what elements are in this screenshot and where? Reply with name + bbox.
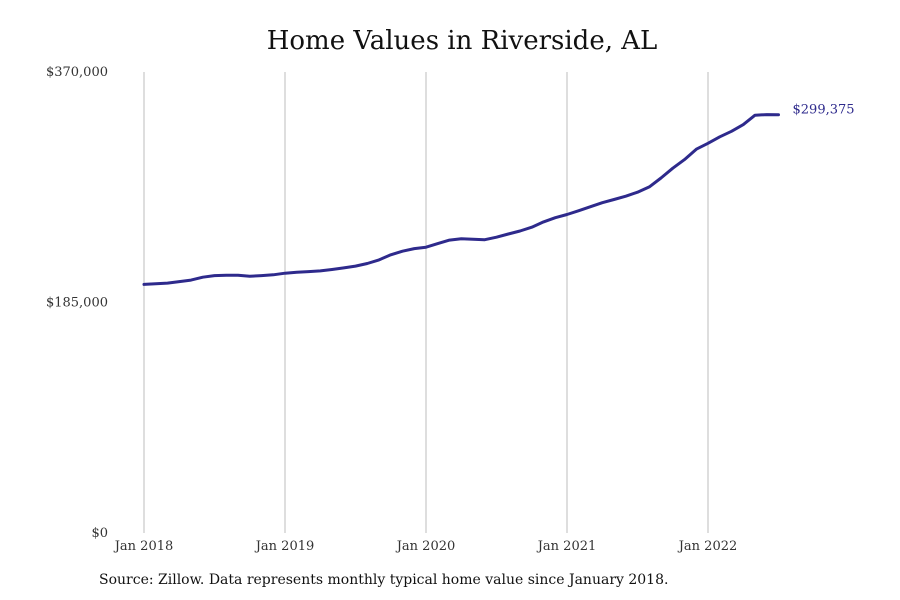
gridlines: [143, 72, 709, 533]
x-tick-label: Jan 2022: [677, 539, 738, 554]
x-tick-label: Jan 2020: [395, 539, 456, 554]
y-tick-label: $0: [91, 526, 108, 541]
home-value-series-line: [142, 113, 780, 286]
chart-title: Home Values in Riverside, AL: [266, 26, 658, 56]
x-tick-label: Jan 2018: [113, 539, 174, 554]
y-tick-label: $185,000: [46, 296, 108, 311]
last-value-label: $299,375: [793, 103, 855, 118]
x-tick-label: Jan 2019: [254, 539, 315, 554]
y-tick-label: $370,000: [46, 65, 108, 80]
x-tick-label: Jan 2021: [536, 539, 597, 554]
x-axis-tick-labels: Jan 2018 Jan 2019 Jan 2020 Jan 2021 Jan 2022: [113, 539, 738, 554]
y-axis-tick-labels: $0 $185,000 $370,000: [46, 65, 108, 541]
source-note: Source: Zillow. Data represents monthly …: [99, 572, 669, 588]
